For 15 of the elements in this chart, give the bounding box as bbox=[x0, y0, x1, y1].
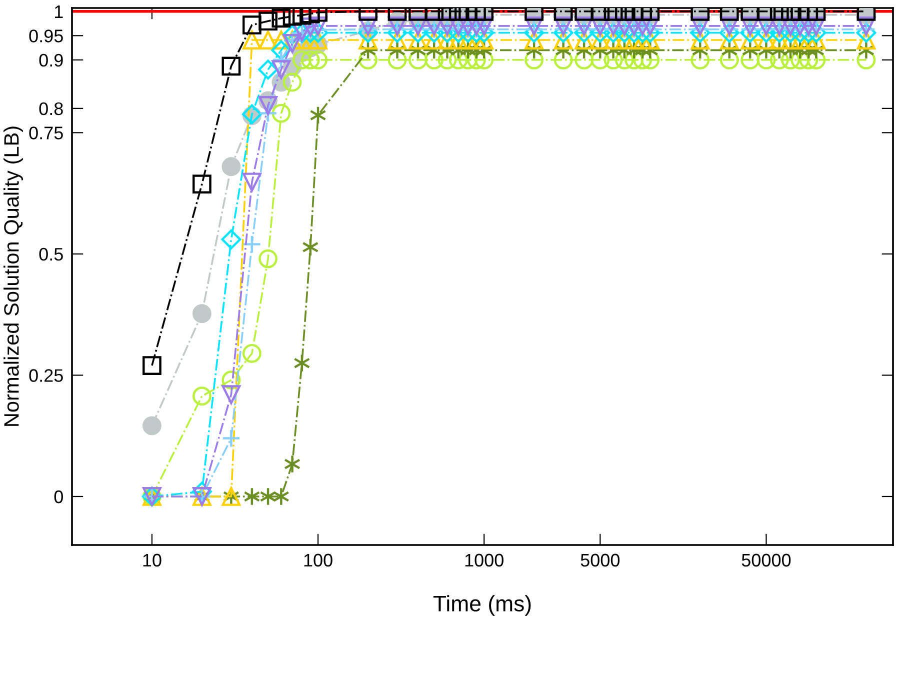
y-tick-label: 1 bbox=[55, 6, 63, 18]
y-tick-label: 0.75 bbox=[29, 126, 63, 140]
x-tick-label: 1000 bbox=[465, 554, 504, 567]
y-tick-label: 0.25 bbox=[29, 369, 63, 382]
x-tick-label: 5000 bbox=[580, 554, 620, 567]
x-tick-label: 100 bbox=[304, 554, 332, 567]
x-tick-label: 10 bbox=[143, 554, 162, 567]
y-tick-label: 0 bbox=[54, 490, 63, 504]
x-tick-label: 50000 bbox=[742, 554, 791, 567]
y-tick-label: 0.9 bbox=[39, 54, 63, 67]
x-axis-title: Time (ms) bbox=[433, 595, 531, 616]
y-axis-title: Normalized Solution Quality (LB) bbox=[4, 126, 23, 426]
y-tick-label: 0.8 bbox=[39, 102, 63, 116]
y-tick-label: 0.5 bbox=[39, 248, 63, 261]
y-tick-label: 0.95 bbox=[29, 30, 63, 42]
